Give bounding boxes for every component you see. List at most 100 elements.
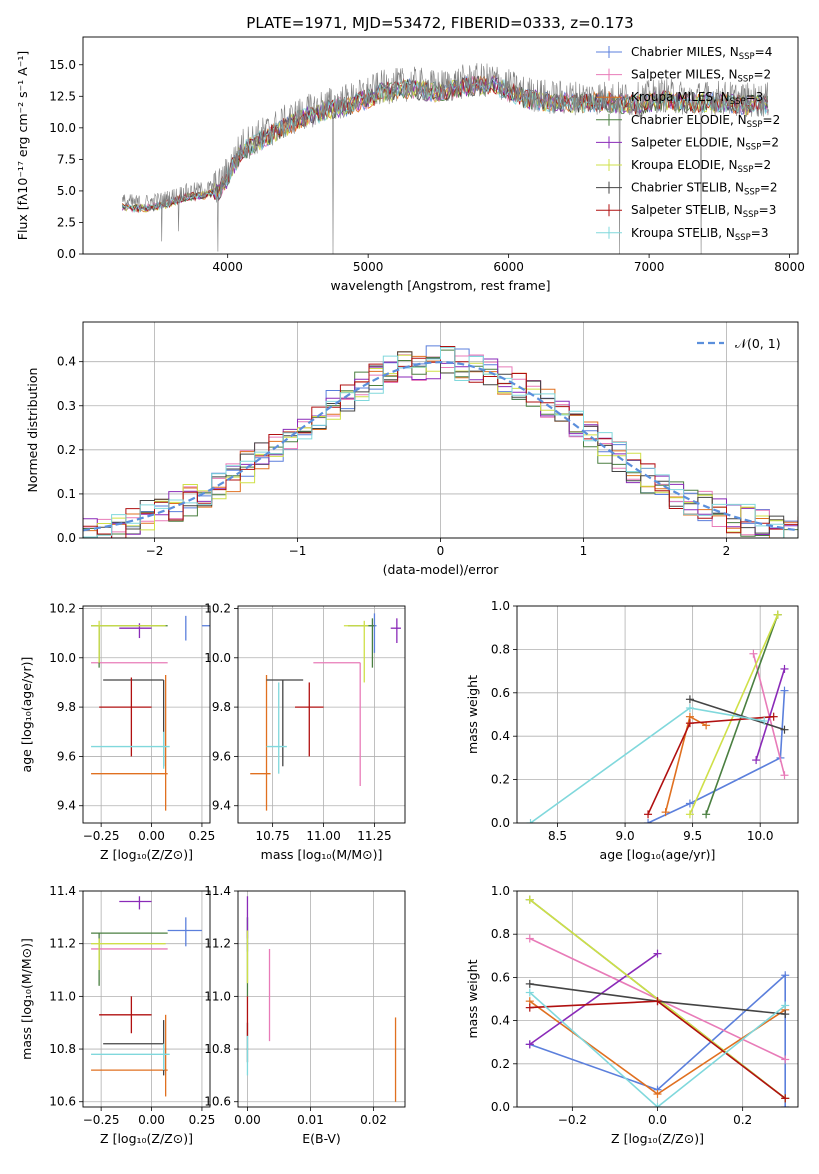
y-axis-label: Normed distribution bbox=[25, 368, 40, 493]
series-line-chabrier_stelib bbox=[689, 698, 785, 731]
errorbar-kroupa_stelib bbox=[91, 1043, 170, 1071]
y-tick-label: 9.8 bbox=[212, 700, 231, 714]
x-axis-label: Z [log₁₀(Z/Z⊙)] bbox=[100, 847, 193, 862]
legend-subscript: SSP bbox=[738, 75, 754, 85]
series-line-chabrier_miles bbox=[647, 690, 786, 823]
y-tick-label: 9.4 bbox=[57, 799, 76, 813]
data-spectrum bbox=[122, 63, 769, 254]
x-tick-label: 11.25 bbox=[357, 829, 391, 843]
legend-label-chabrier_stelib: Chabrier STELIB, NSSP=2 bbox=[631, 181, 778, 198]
series-salpeter_miles bbox=[749, 649, 789, 780]
errorbar-chabrier_stelib bbox=[103, 679, 165, 767]
x-axis-label: wavelength [Angstrom, rest frame] bbox=[330, 278, 550, 293]
errorbar-kroupa_stelib bbox=[266, 682, 287, 774]
y-tick-label: 11.4 bbox=[204, 884, 231, 898]
plot-area-massweight-vs-age bbox=[526, 610, 789, 823]
series-kroupa_elodie bbox=[685, 610, 782, 819]
legend-subscript: SSP bbox=[743, 210, 759, 220]
y-tick-label: 11.0 bbox=[49, 989, 76, 1003]
plot-area-mass-vs-Z bbox=[91, 896, 202, 1097]
plot-area-spectrum bbox=[121, 63, 769, 254]
legend-label-salpeter_elodie: Salpeter ELODIE, NSSP=2 bbox=[631, 135, 779, 152]
errorbar-kroupa_elodie bbox=[343, 620, 369, 683]
x-axis-label: E(B-V) bbox=[302, 1131, 341, 1146]
normal-curve bbox=[83, 360, 798, 532]
legend-label-kroupa_elodie: Kroupa ELODIE, NSSP=2 bbox=[631, 158, 771, 175]
x-tick-label: 1 bbox=[580, 544, 588, 558]
y-tick-label: 9.6 bbox=[212, 749, 231, 763]
x-axis-label: (data-model)/error bbox=[383, 562, 500, 577]
panel-spectrum: 4000 5000 6000 7000 8000 0.0 2.5 5.0 7.5 10.0 12.5… bbox=[15, 36, 805, 293]
x-tick-label: 0.0 bbox=[648, 1113, 667, 1127]
y-tick-label: 10.0 bbox=[49, 121, 76, 135]
panel-massweight-vs-age: 8.5 9.0 9.5 10.0 0.0 0.2 0.4 0.6 0.8 1.0 age [log₁… bbox=[465, 599, 799, 862]
y-tick-label: 1.0 bbox=[491, 599, 510, 613]
x-axis-label: Z [log₁₀(Z/Z⊙)] bbox=[100, 1131, 193, 1146]
legend-tail: =3 bbox=[746, 90, 764, 104]
series-salpeter_elodie bbox=[752, 664, 789, 765]
x-tick-label: 8.5 bbox=[548, 829, 567, 843]
series-kroupa_stelib bbox=[525, 988, 790, 1107]
histogram-kroupa_stelib bbox=[83, 347, 798, 538]
series-salpeter_stelib bbox=[644, 712, 778, 819]
legend-tail: =2 bbox=[753, 68, 771, 82]
x-tick-label: 6000 bbox=[493, 260, 524, 274]
panel-age-vs-mass: 10.75 11.00 11.25 9.4 9.6 9.8 10.0 10.2 mass [lo… bbox=[204, 601, 406, 862]
axes-frame bbox=[82, 605, 211, 824]
y-tick-label: 12.5 bbox=[49, 89, 76, 103]
legend-subscript: SSP bbox=[739, 52, 755, 62]
legend-tail: =2 bbox=[763, 113, 781, 127]
y-tick-label: 0.0 bbox=[491, 1100, 510, 1114]
y-axis-label: age [log₁₀(age/yr)] bbox=[19, 657, 34, 773]
legend-subscript: SSP bbox=[744, 188, 760, 198]
panel-mass-vs-ebv: 0.00 0.01 0.02 10.6 10.8 11.0 11.2 11.4 E(B-V) bbox=[204, 884, 406, 1146]
legend-label-salpeter_miles: Salpeter MILES, NSSP=2 bbox=[631, 68, 771, 85]
errorbar-chabrier_miles bbox=[185, 615, 210, 641]
y-tick-label: 0.0 bbox=[491, 816, 510, 830]
x-tick-label: 0 bbox=[437, 544, 445, 558]
legend-tail: =3 bbox=[751, 226, 769, 240]
y-tick-label: 0.8 bbox=[491, 642, 510, 656]
y-tick-label: 7.5 bbox=[57, 152, 76, 166]
y-tick-label: 10.2 bbox=[204, 601, 231, 615]
y-tick-label: 0.2 bbox=[57, 443, 76, 457]
legend-label-normal: 𝒩(0, 1) bbox=[735, 336, 781, 351]
series-line-kroupa_elodie bbox=[689, 614, 779, 815]
legend-tail: =3 bbox=[759, 203, 777, 217]
series-kroupa_miles bbox=[661, 712, 711, 817]
series-salpeter_elodie bbox=[525, 949, 662, 1049]
legend-subscript: SSP bbox=[738, 165, 754, 175]
x-tick-label: −0.25 bbox=[83, 829, 120, 843]
x-tick-label: 0.00 bbox=[234, 1113, 261, 1127]
legend-tail: =2 bbox=[753, 158, 771, 172]
errorbar-salpeter_elodie bbox=[390, 618, 401, 643]
legend-label-chabrier_miles: Chabrier MILES, NSSP=4 bbox=[631, 45, 772, 62]
errorbar-salpeter_elodie bbox=[119, 896, 152, 910]
x-tick-label: 11.00 bbox=[306, 829, 340, 843]
y-tick-label: 11.2 bbox=[49, 937, 76, 951]
y-tick-label: 5.0 bbox=[57, 184, 76, 198]
y-tick-label: 0.6 bbox=[491, 970, 510, 984]
y-tick-label: 11.0 bbox=[204, 989, 231, 1003]
y-tick-label: 0.3 bbox=[57, 399, 76, 413]
x-tick-label: 7000 bbox=[634, 260, 665, 274]
x-tick-label: 9.0 bbox=[616, 829, 635, 843]
errorbar-salpeter_stelib bbox=[295, 682, 324, 757]
y-tick-label: 10.8 bbox=[49, 1042, 76, 1056]
plot-area-massweight-vs-Z bbox=[525, 895, 790, 1107]
x-tick-label: 10.75 bbox=[255, 829, 289, 843]
errorbar-chabrier_stelib bbox=[103, 1020, 165, 1076]
y-tick-label: 0.2 bbox=[491, 1057, 510, 1071]
panel-mass-vs-Z: −0.25 0.00 0.25 10.6 10.8 11.0 11.2 11.4 Z [log₁… bbox=[19, 884, 215, 1146]
y-tick-label: 9.8 bbox=[57, 700, 76, 714]
axes-frame bbox=[516, 890, 799, 1108]
panel-residuals: −2 −1 0 1 2 0.0 0.1 0.2 0.3 0.4 (data-model)/error… bbox=[25, 321, 799, 577]
series-line-kroupa_stelib bbox=[529, 991, 786, 1107]
y-tick-label: 10.2 bbox=[49, 601, 76, 615]
x-tick-label: 0.00 bbox=[138, 829, 165, 843]
y-tick-label: 10.0 bbox=[204, 651, 231, 665]
legend-subscript: SSP bbox=[745, 142, 761, 152]
series-line-salpeter_elodie bbox=[755, 668, 786, 761]
axes-frame bbox=[237, 890, 406, 1108]
plot-area-age-vs-mass bbox=[250, 613, 401, 811]
